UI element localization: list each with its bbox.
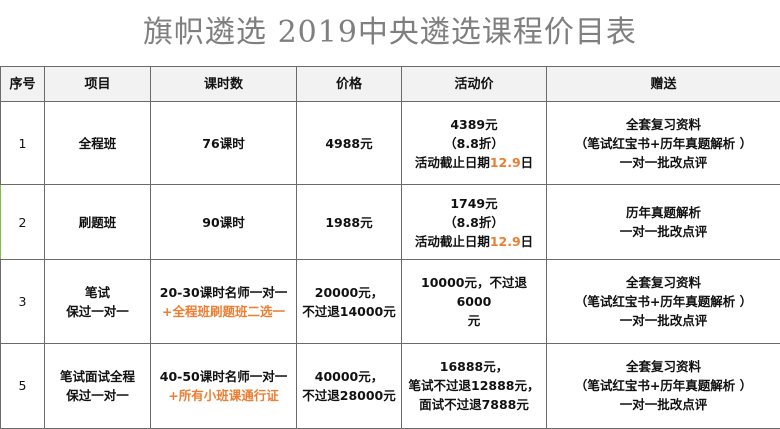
header-price: 价格 <box>296 66 402 102</box>
hours-line: 40-50课时名师一对一 <box>159 368 288 384</box>
row-promo: 10000元，不过退6000 元 <box>401 259 547 344</box>
promo-line: （8.8折） <box>444 214 504 230</box>
row-hours: 76课时 <box>150 100 297 186</box>
row-price: 40000元， 不过退28000元 <box>296 342 402 429</box>
gift-line: （笔试红宝书+历年真题解析 ） <box>574 294 753 310</box>
header-index: 序号 <box>0 66 45 102</box>
promo-line: 10000元，不过退6000 <box>421 275 527 310</box>
price-line: 40000元， <box>314 368 384 384</box>
hours-highlight: +全程班刷题班二选一 <box>162 303 285 319</box>
row-gift: 全套复习资料 （笔试红宝书+历年真题解析 ） 一对一批改点评 <box>546 342 780 429</box>
row-hours: 40-50课时名师一对一 +所有小班课通行证 <box>150 342 297 429</box>
header-hours: 课时数 <box>150 66 297 102</box>
gift-line: （笔试红宝书+历年真题解析 ） <box>574 378 753 394</box>
page-title: 旗帜遴选 2019中央遴选课程价目表 <box>143 15 637 50</box>
project-line: 刷题班 <box>78 214 117 230</box>
row-gift: 全套复习资料 （笔试红宝书+历年真题解析 ） 一对一批改点评 <box>546 100 780 186</box>
row-promo: 16888元， 笔试不过退12888元， 面试不过退7888元 <box>401 342 547 429</box>
hours-line: 76课时 <box>202 135 245 151</box>
row-project: 笔试 保过一对一 <box>44 259 151 344</box>
project-line: 笔试 <box>84 284 110 300</box>
project-line: 笔试面试全程 <box>59 368 135 384</box>
hours-line: 20-30课时名师一对一 <box>159 284 288 300</box>
gift-line: 全套复习资料 <box>625 359 701 375</box>
header-project: 项目 <box>44 66 151 102</box>
table-row: 1 全程班 76课时 4988元 4389元 （8.8折） 活动截止日期12.9… <box>0 100 780 186</box>
promo-deadline: 活动截止日期12.9日 <box>404 153 544 172</box>
table-row: 3 笔试 保过一对一 20-30课时名师一对一 +全程班刷题班二选一 20000… <box>0 259 780 344</box>
gift-line: 历年真题解析 <box>625 205 701 221</box>
promo-line: 16888元， <box>439 359 509 375</box>
row-hours: 90课时 <box>150 184 297 261</box>
project-line: 保过一对一 <box>66 303 129 319</box>
hours-line: 90课时 <box>202 214 245 230</box>
row-project: 刷题班 <box>44 184 151 261</box>
deadline-prefix: 活动截止日期 <box>414 154 490 170</box>
promo-line: （8.8折） <box>444 135 504 151</box>
row-index: 2 <box>0 184 45 261</box>
row-gift: 全套复习资料 （笔试红宝书+历年真题解析 ） 一对一批改点评 <box>546 259 780 344</box>
promo-line: 4389元 <box>450 116 498 132</box>
project-line: 保过一对一 <box>66 387 129 403</box>
price-table: 序号 项目 课时数 价格 活动价 赠送 1 全程班 76课时 4988元 438… <box>0 66 780 429</box>
deadline-suffix: 日 <box>520 154 534 170</box>
promo-deadline: 活动截止日期12.9日 <box>404 232 544 251</box>
header-promo-price: 活动价 <box>401 66 547 102</box>
project-line: 全程班 <box>78 135 117 151</box>
promo-line: 面试不过退7888元 <box>419 397 529 413</box>
price-line: 20000元， <box>314 284 384 300</box>
price-line: 不过退28000元 <box>302 387 396 403</box>
gift-line: 全套复习资料 <box>625 116 701 132</box>
row-index: 3 <box>0 259 45 344</box>
table-row: 2 刷题班 90课时 1988元 1749元 （8.8折） 活动截止日期12.9… <box>0 184 780 261</box>
row-index: 5 <box>0 342 45 429</box>
price-line: 不过退14000元 <box>302 303 396 319</box>
row-price: 4988元 <box>296 100 402 186</box>
row-gift: 历年真题解析 一对一批改点评 <box>546 184 780 261</box>
price-line: 1988元 <box>325 214 373 230</box>
deadline-prefix: 活动截止日期 <box>414 233 490 249</box>
header-gift: 赠送 <box>546 66 780 102</box>
gift-line: 一对一批改点评 <box>619 313 708 329</box>
table-row: 5 笔试面试全程 保过一对一 40-50课时名师一对一 +所有小班课通行证 40… <box>0 342 780 429</box>
row-hours: 20-30课时名师一对一 +全程班刷题班二选一 <box>150 259 297 344</box>
deadline-date: 12.9 <box>489 154 521 170</box>
row-price: 1988元 <box>296 184 402 261</box>
row-project: 笔试面试全程 保过一对一 <box>44 342 151 429</box>
gift-line: 一对一批改点评 <box>619 224 708 240</box>
promo-line: 1749元 <box>450 195 498 211</box>
deadline-suffix: 日 <box>520 233 534 249</box>
row-promo: 1749元 （8.8折） 活动截止日期12.9日 <box>401 184 547 261</box>
gift-line: 一对一批改点评 <box>619 397 708 413</box>
promo-line: 元 <box>467 313 481 329</box>
deadline-date: 12.9 <box>489 233 521 249</box>
row-index: 1 <box>0 100 45 186</box>
row-promo: 4389元 （8.8折） 活动截止日期12.9日 <box>401 100 547 186</box>
hours-highlight: +所有小班课通行证 <box>168 387 279 403</box>
gift-line: （笔试红宝书+历年真题解析 ） <box>574 135 753 151</box>
price-line: 4988元 <box>325 135 373 151</box>
row-project: 全程班 <box>44 100 151 186</box>
header-row: 序号 项目 课时数 价格 活动价 赠送 <box>0 66 780 102</box>
gift-line: 全套复习资料 <box>625 275 701 291</box>
promo-line: 笔试不过退12888元， <box>408 378 540 394</box>
gift-line: 一对一批改点评 <box>619 154 708 170</box>
row-price: 20000元， 不过退14000元 <box>296 259 402 344</box>
